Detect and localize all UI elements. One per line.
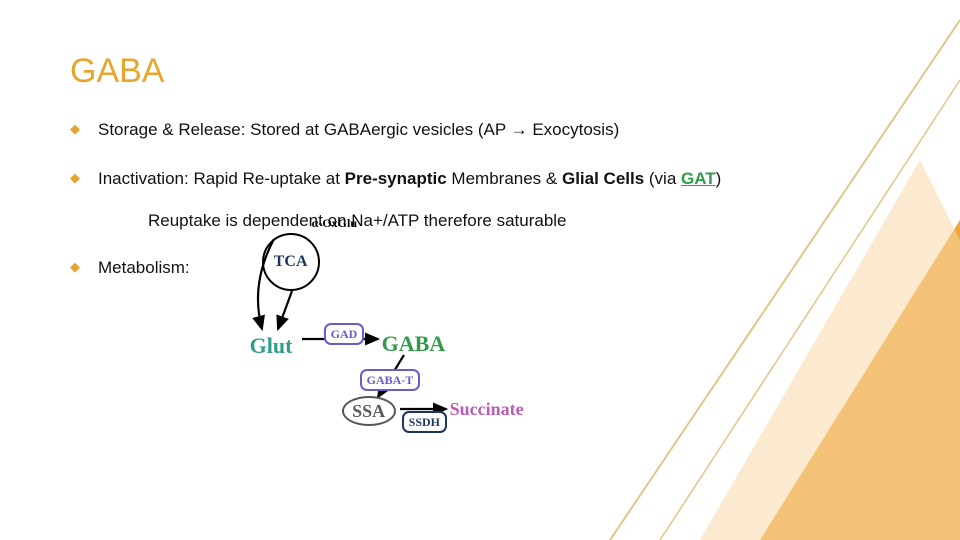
slide-content: GABA Storage & Release: Stored at GABAer… (70, 52, 830, 451)
bullet-item-3: Metabolism: α-OxGlu TCA Glut (70, 257, 830, 451)
bullet-item-2: Inactivation: Rapid Re-uptake at Pre-syn… (70, 168, 830, 191)
gaba-node: GABA (382, 329, 446, 359)
slide-title: GABA (70, 52, 830, 91)
gabat-enzyme: GABA-T (360, 369, 421, 391)
metabolism-label: Metabolism: (98, 257, 190, 280)
metabolism-diagram: α-OxGlu TCA Glut GABA SSA Su (212, 221, 512, 451)
bullet-list: Storage & Release: Stored at GABAergic v… (70, 119, 830, 191)
bullet-list-2: Metabolism: α-OxGlu TCA Glut (70, 257, 830, 451)
ssdh-enzyme: SSDH (402, 411, 447, 433)
bullet-item-1: Storage & Release: Stored at GABAergic v… (70, 119, 830, 142)
ssa-node: SSA (342, 396, 396, 426)
succinate-node: Succinate (450, 397, 524, 421)
gad-enzyme: GAD (324, 323, 365, 345)
glut-node: Glut (250, 331, 293, 361)
